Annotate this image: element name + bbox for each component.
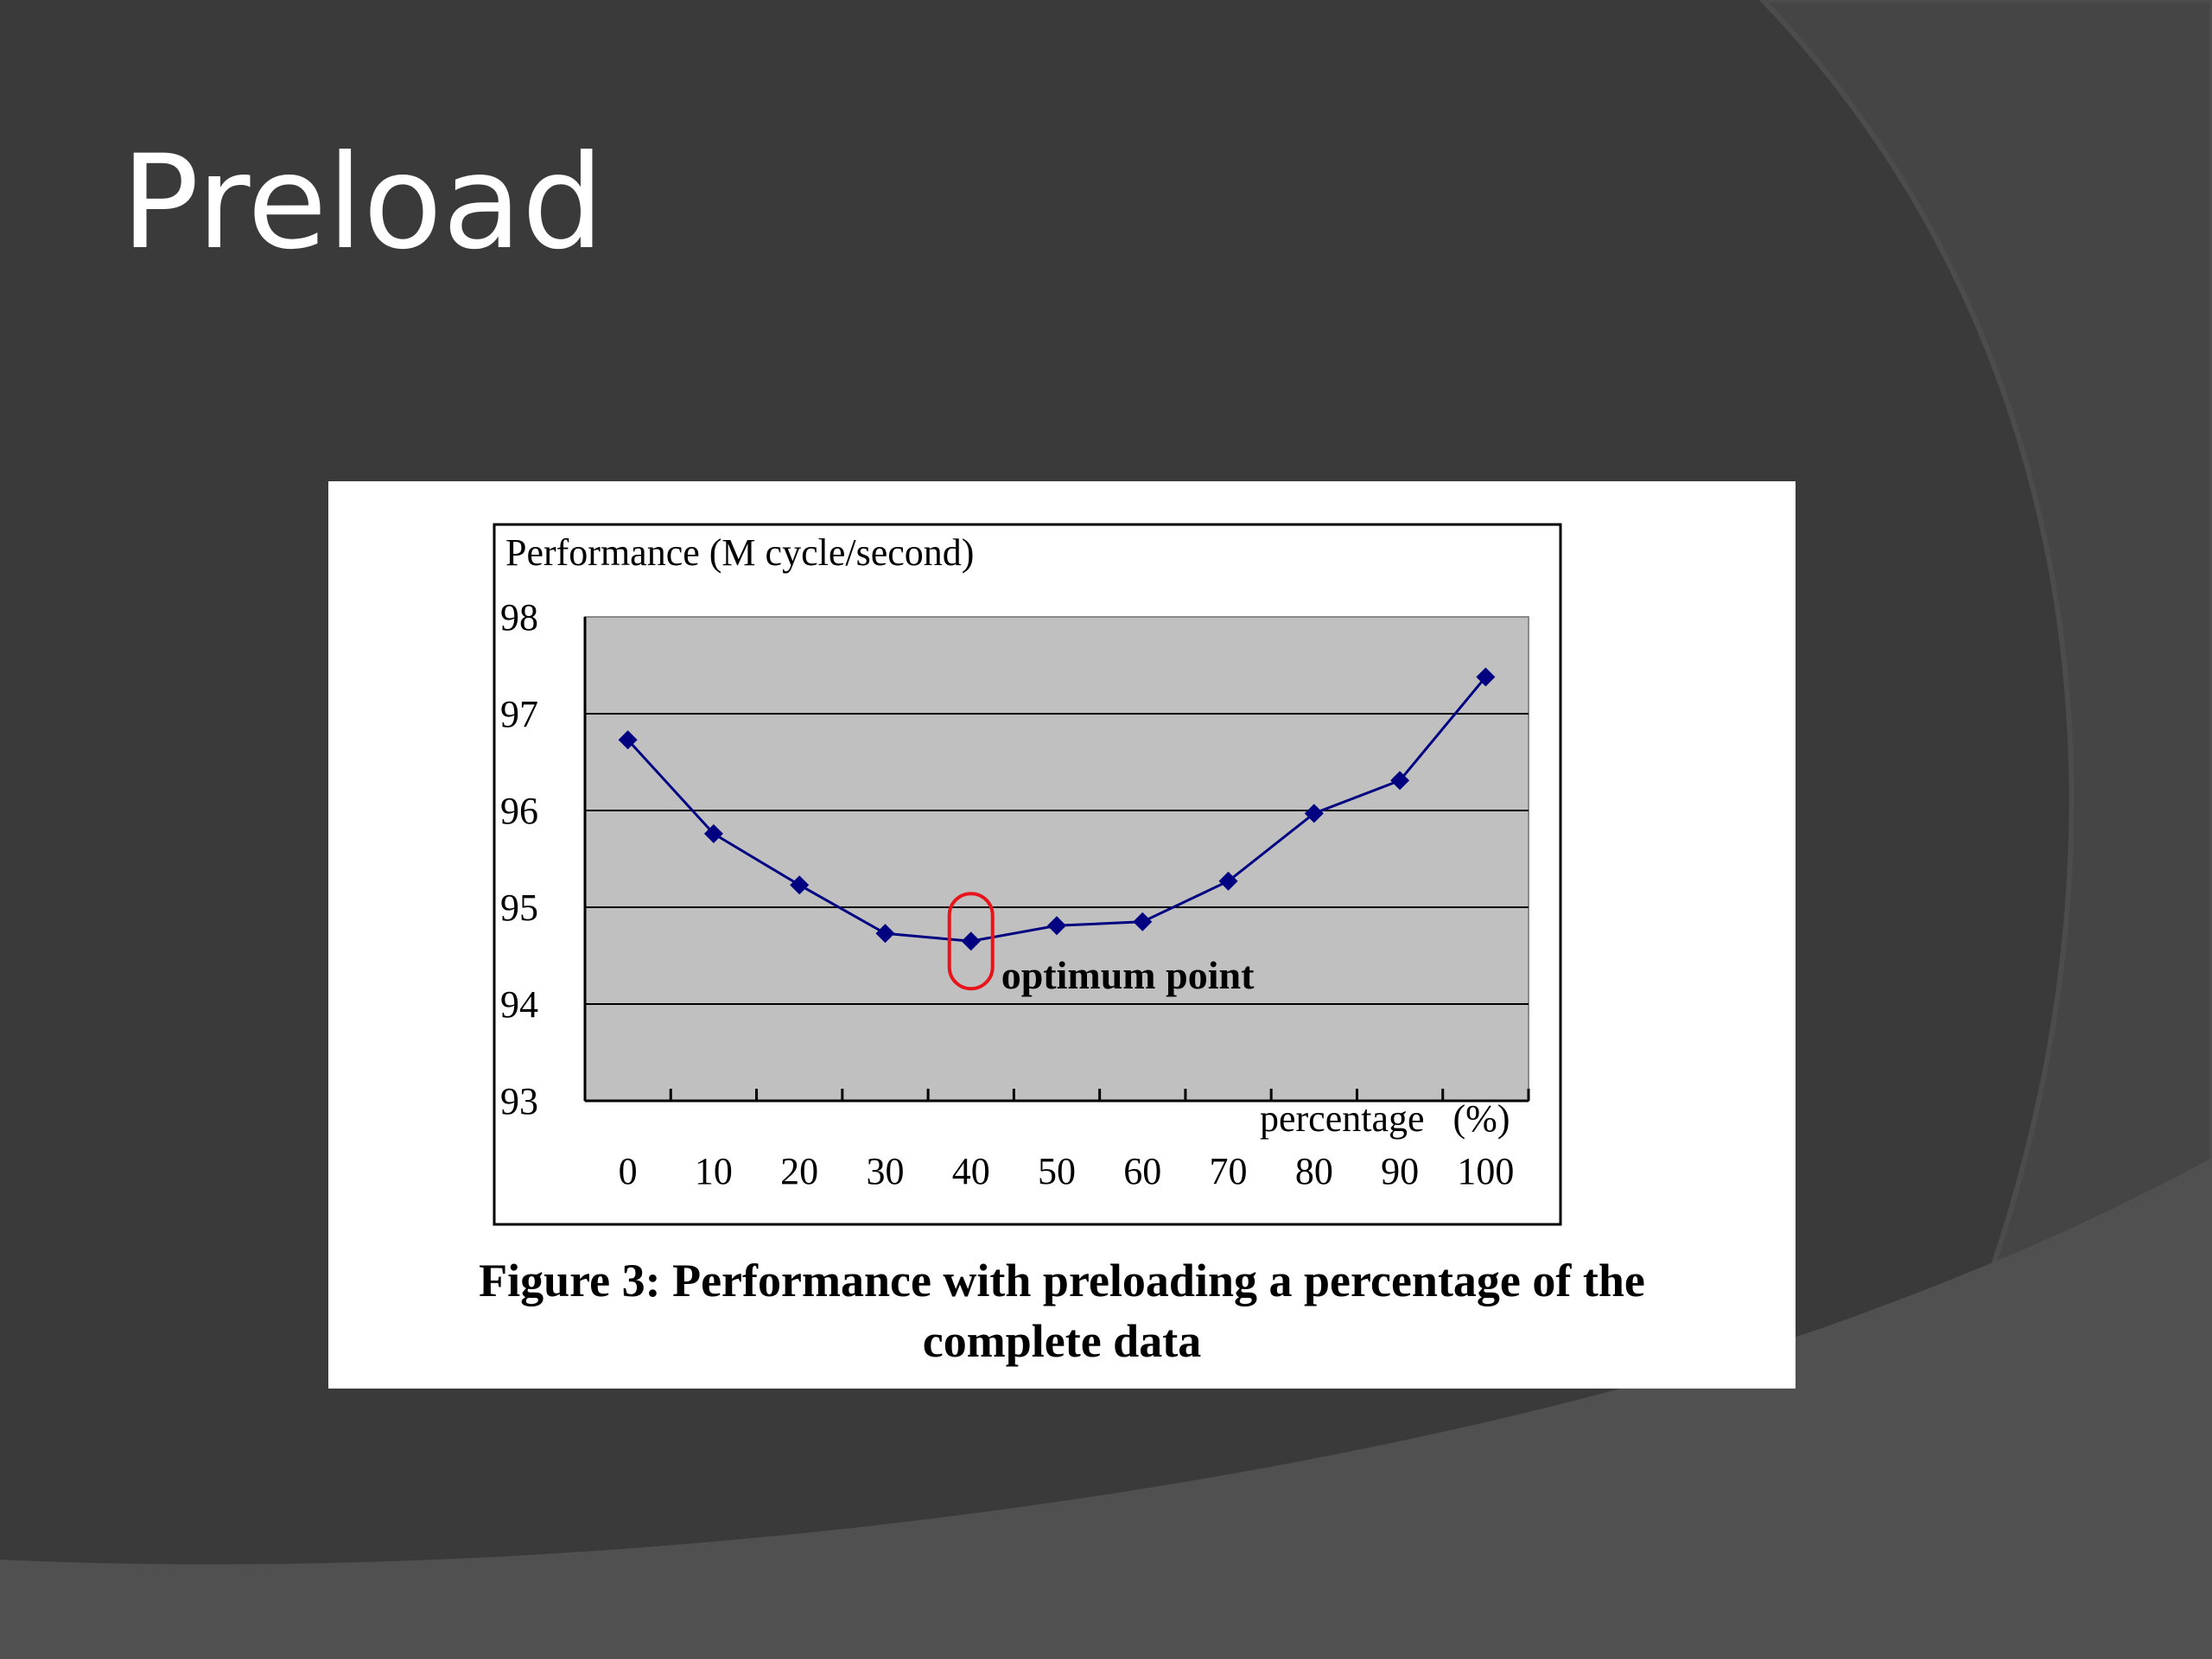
- x-tick-label: 30: [866, 1150, 904, 1192]
- x-tick-label: 40: [952, 1150, 990, 1192]
- slide-title: Preload: [121, 128, 605, 278]
- axes: [583, 617, 1530, 1103]
- data-point: [1133, 912, 1153, 931]
- data-point: [618, 730, 638, 750]
- figure-caption-line-1: Figure 3: Performance with preloading a …: [479, 1255, 1645, 1306]
- x-tick-label: 50: [1038, 1150, 1076, 1192]
- x-tick-label: 70: [1210, 1150, 1248, 1192]
- y-axis-title: Performance (M cycle/second): [505, 531, 974, 574]
- x-tick-label: 90: [1381, 1150, 1419, 1192]
- figure-caption-line-2: complete data: [922, 1315, 1202, 1367]
- grid-lines: [585, 713, 1529, 1005]
- x-tick-labels: 0 10 20 30 40 50 60 70 80 90 100: [619, 1150, 1515, 1192]
- x-tick-label: 0: [619, 1150, 638, 1192]
- optimum-label: optimum point: [1001, 953, 1255, 997]
- optimum-highlight: [947, 892, 995, 991]
- x-tick-label: 100: [1457, 1150, 1514, 1192]
- x-tick-label: 10: [695, 1150, 733, 1192]
- y-tick-label: 95: [500, 887, 538, 929]
- y-tick-label: 97: [500, 693, 538, 735]
- data-point: [1304, 804, 1324, 823]
- data-point: [1218, 871, 1238, 891]
- chart: Performance (M cycle/second) 98979695949…: [493, 523, 1562, 1226]
- data-point: [875, 924, 895, 944]
- y-tick-label: 96: [500, 790, 538, 832]
- annotations: optimum point: [947, 892, 1255, 997]
- data-point: [1390, 771, 1410, 791]
- data-point: [790, 875, 810, 895]
- background-band: [0, 1158, 2212, 1659]
- data-point: [1047, 916, 1066, 936]
- data-point: [703, 823, 723, 843]
- plot-area: [584, 616, 1529, 1102]
- y-tick-label: 94: [500, 983, 538, 1026]
- x-axis-title: percentage (%): [1260, 1097, 1510, 1140]
- data-point: [1476, 667, 1496, 687]
- figure-caption: Figure 3: Performance with preloading a …: [328, 1250, 1796, 1371]
- x-tick-label: 60: [1123, 1150, 1161, 1192]
- x-tick-label: 20: [780, 1150, 818, 1192]
- y-tick-labels: 98 97 96 95 94 93: [500, 596, 538, 1122]
- figure-panel: Performance (M cycle/second) 98 97 96 95 94 9…: [328, 481, 1796, 1389]
- series: [618, 667, 1496, 951]
- x-tick-label: 80: [1295, 1150, 1333, 1192]
- y-tick-label: 98: [500, 596, 538, 639]
- data-point: [961, 931, 981, 951]
- y-tick-label: 93: [500, 1080, 538, 1122]
